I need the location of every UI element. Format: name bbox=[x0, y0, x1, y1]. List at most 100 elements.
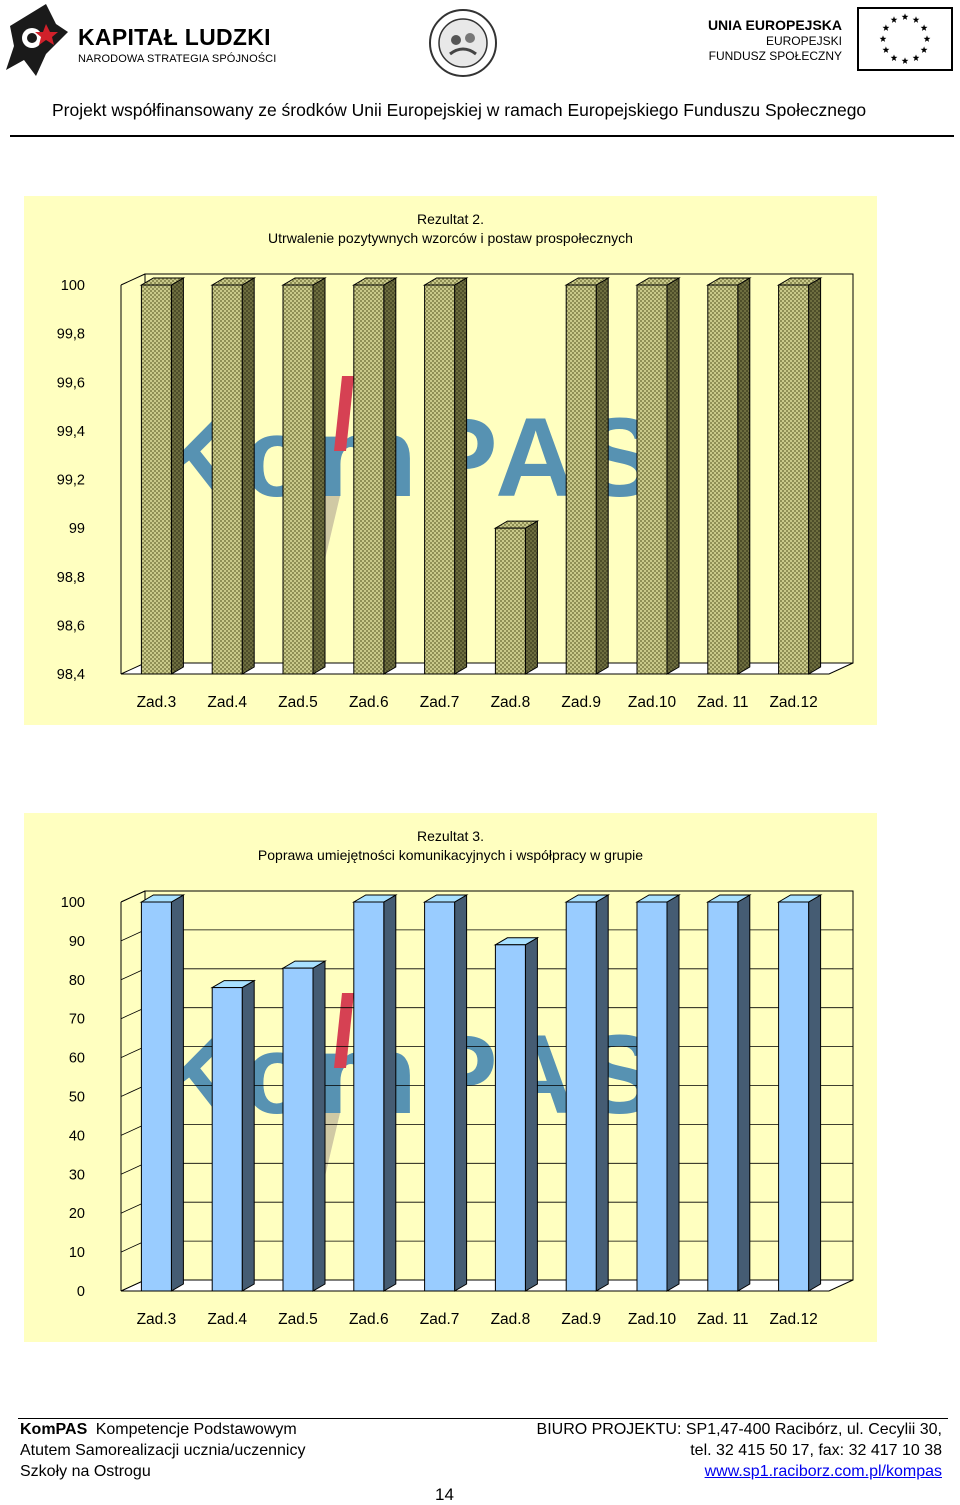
bar-zad10 bbox=[635, 894, 681, 1292]
eu-star-icon bbox=[890, 54, 898, 61]
bar-front bbox=[353, 901, 385, 1292]
x-tick-label: Zad.9 bbox=[561, 1311, 601, 1328]
chart-subtitle: Utrwalenie pozytywnych wzorców i postaw … bbox=[268, 230, 633, 246]
bar-side bbox=[312, 277, 326, 675]
chart-rezultat-3-svg: Rezultat 3. Poprawa umiejętności komunika… bbox=[61, 828, 854, 1328]
bar-side bbox=[241, 277, 255, 675]
bar-front bbox=[778, 284, 810, 675]
bar-side bbox=[170, 894, 184, 1292]
bar-zad3 bbox=[139, 277, 186, 675]
eu-fund-line2: FUNDUSZ SPOŁECZNY bbox=[708, 49, 842, 63]
bar-zad7 bbox=[422, 277, 469, 675]
bar-side bbox=[808, 894, 822, 1292]
y-tick-label: 40 bbox=[69, 1128, 85, 1144]
bar-front bbox=[140, 284, 172, 675]
bar-zad6 bbox=[351, 277, 398, 675]
y-tick-label: 99,2 bbox=[57, 473, 85, 489]
bar-front bbox=[424, 284, 456, 675]
bar-zad4 bbox=[210, 979, 257, 1292]
bar-zad7 bbox=[422, 894, 469, 1292]
gridline-diagonal bbox=[120, 890, 146, 903]
y-tick-label: 99,6 bbox=[57, 375, 85, 391]
eu-star-icon bbox=[890, 16, 898, 23]
eu-fund-line1: EUROPEJSKI bbox=[765, 34, 842, 48]
bar-zad10 bbox=[635, 277, 681, 675]
y-tick-label: 30 bbox=[69, 1167, 85, 1183]
y-tick-label: 60 bbox=[69, 1051, 85, 1067]
eu-star-icon bbox=[912, 16, 920, 23]
eu-star-icon bbox=[879, 35, 887, 42]
eu-flag-icon bbox=[857, 7, 953, 71]
x-tick-label: Zad.8 bbox=[491, 694, 531, 711]
footer-divider bbox=[18, 1418, 948, 1419]
y-tick-label: 100 bbox=[61, 895, 85, 911]
y-tick-label: 50 bbox=[69, 1090, 85, 1106]
bar-zad11 bbox=[705, 277, 752, 675]
footer-project-name: KomPAS Kompetencje Podstawowym bbox=[20, 1421, 297, 1439]
bar-zad5 bbox=[281, 277, 327, 675]
bar-side bbox=[241, 979, 255, 1292]
bar-side bbox=[383, 894, 397, 1292]
eu-star-icon bbox=[882, 24, 890, 31]
bar-zad4 bbox=[210, 277, 257, 675]
eu-star-icon bbox=[920, 24, 928, 31]
header-divider bbox=[10, 135, 954, 137]
bar-side bbox=[312, 960, 326, 1292]
y-tick-label: 98,6 bbox=[57, 618, 85, 634]
bar-side bbox=[666, 894, 680, 1292]
eu-star-icon bbox=[882, 46, 890, 53]
chart-title: Rezultat 2. bbox=[417, 211, 484, 227]
bar-front bbox=[707, 901, 739, 1292]
kompas-watermark-needle bbox=[334, 376, 354, 451]
bar-side bbox=[454, 894, 468, 1292]
school-logo bbox=[429, 9, 497, 77]
x-tick-label: Zad.5 bbox=[278, 1311, 318, 1328]
bar-front bbox=[282, 284, 314, 675]
page-number: 14 bbox=[435, 1485, 454, 1504]
eu-star-icon bbox=[901, 57, 909, 64]
chart-rezultat-3: Rezultat 3. Poprawa umiejętności komunika… bbox=[24, 813, 877, 1342]
bar-side bbox=[595, 894, 609, 1292]
chart-subtitle: Poprawa umiejętności komunikacyjnych i w… bbox=[258, 847, 643, 863]
kapital-ludzki-title: KAPITAŁ LUDZKI bbox=[78, 24, 271, 50]
footer-project-line2: Atutem Samorealizacji ucznia/uczennicy bbox=[20, 1442, 306, 1459]
y-tick-label: 99,8 bbox=[57, 327, 85, 343]
bar-side bbox=[737, 894, 751, 1292]
bar-zad11 bbox=[705, 894, 752, 1292]
chart-rezultat-2-svg: Rezultat 2. Utrwalenie pozytywnych wzorcó… bbox=[57, 211, 854, 711]
x-tick-label: Zad.7 bbox=[420, 1311, 460, 1328]
bar-side bbox=[524, 936, 538, 1292]
bar-front bbox=[282, 967, 314, 1292]
y-tick-label: 99,4 bbox=[57, 424, 85, 440]
bar-front bbox=[494, 527, 526, 675]
bar-side bbox=[524, 520, 538, 675]
x-tick-label: Zad.10 bbox=[628, 694, 677, 711]
bar-side bbox=[666, 277, 680, 675]
bar-zad9 bbox=[564, 277, 611, 675]
eu-title: UNIA EUROPEJSKA bbox=[707, 17, 842, 33]
x-tick-label: Zad. 11 bbox=[697, 694, 748, 711]
bar-side bbox=[808, 277, 822, 675]
bar-front bbox=[353, 284, 385, 675]
x-tick-label: Zad.3 bbox=[137, 1311, 177, 1328]
page-header: KAPITAŁ LUDZKI NARODOWA STRATEGIA SPÓJNO… bbox=[0, 0, 960, 140]
y-tick-label: 98,4 bbox=[57, 667, 85, 683]
bar-front bbox=[211, 987, 243, 1292]
bar-side bbox=[454, 277, 468, 675]
x-tick-label: Zad.12 bbox=[769, 1311, 817, 1328]
y-tick-label: 90 bbox=[69, 934, 85, 950]
bar-front bbox=[778, 901, 810, 1292]
project-cofinancing-line: Projekt współfinansowany ze środków Unii… bbox=[52, 100, 867, 120]
bar-front bbox=[707, 284, 739, 675]
footer-website-link[interactable]: www.sp1.raciborz.com.pl/kompas bbox=[704, 1463, 942, 1480]
kapital-ludzki-subtitle: NARODOWA STRATEGIA SPÓJNOŚCI bbox=[78, 53, 277, 65]
chart-rezultat-2: Rezultat 2. Utrwalenie pozytywnych wzorcó… bbox=[24, 196, 877, 725]
bar-side bbox=[595, 277, 609, 675]
eu-star-icon bbox=[920, 46, 928, 53]
bar-side bbox=[383, 277, 397, 675]
bar-front bbox=[565, 284, 597, 675]
x-tick-label: Zad.9 bbox=[561, 694, 601, 711]
footer-project-line1: Kompetencje Podstawowym bbox=[95, 1421, 297, 1438]
y-tick-label: 70 bbox=[69, 1012, 85, 1028]
x-tick-label: Zad.10 bbox=[628, 1311, 677, 1328]
